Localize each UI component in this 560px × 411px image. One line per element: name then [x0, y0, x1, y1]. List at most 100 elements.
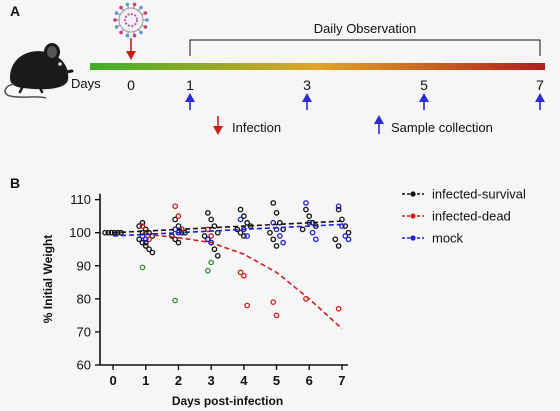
x-tick-label: 5	[273, 373, 280, 388]
data-point-infected-survival	[240, 233, 247, 239]
data-point-infected-survival	[136, 236, 143, 243]
data-point-infected-survival	[149, 249, 156, 256]
x-ticks: 0 1 2 3 4 5 6 7	[109, 365, 346, 388]
sample-arrow-icon	[185, 93, 195, 110]
x-tick-label: 3	[208, 373, 215, 388]
trend-line-infected-survival	[113, 220, 342, 234]
data-point-mock	[276, 233, 283, 239]
data-point-infected-survival	[237, 229, 244, 236]
y-tick-label: 70	[77, 324, 91, 339]
data-point-mock	[312, 236, 319, 243]
timeline-day-5: 5	[420, 77, 428, 93]
legend-label: infected-dead	[432, 209, 511, 224]
y-tick-label: 60	[77, 358, 91, 373]
data-point-mock	[345, 236, 352, 243]
x-tick-label: 4	[240, 373, 248, 388]
data-point-infected-dead	[273, 312, 280, 319]
x-tick-label: 1	[142, 373, 149, 388]
data-point-infected-survival	[214, 252, 221, 259]
data-point-mock	[205, 236, 211, 243]
data-point-mock	[139, 233, 146, 239]
data-point-infected-survival	[299, 226, 306, 233]
data-point-infected-survival	[172, 216, 179, 223]
sample-legend-label: Sample collection	[391, 120, 493, 135]
data-point-mock	[244, 233, 250, 239]
data-point-infected-dead	[244, 302, 250, 309]
sample-legend: Sample collection	[374, 115, 493, 135]
x-tick-label: 6	[306, 373, 313, 388]
data-point-infected-survival	[208, 216, 215, 223]
data-point-infected-survival	[136, 223, 143, 229]
data-point-infected-survival	[139, 219, 146, 226]
data-point	[139, 264, 146, 271]
data-point-infected-survival	[102, 229, 108, 236]
data-point-infected-survival	[139, 229, 146, 236]
data-point-infected-survival	[142, 239, 149, 246]
sample-arrows	[185, 93, 545, 110]
timeline-day-1: 1	[186, 77, 194, 93]
x-axis-label: Days post-infection	[172, 394, 283, 408]
y-tick-label: 80	[77, 291, 91, 306]
data-point-infected-dead	[208, 233, 215, 239]
panel-b: B 60 70 80 90 100 110 0 1 2 3 4 5 6 7 % Initial Weig…	[10, 175, 526, 408]
data-point-infected-survival	[335, 243, 342, 249]
data-point-infected-dead	[172, 203, 179, 210]
mouse-icon	[4, 43, 74, 99]
data-point-infected-dead	[139, 223, 146, 229]
observation-bracket	[189, 39, 541, 56]
data-point-infected-dead	[175, 213, 182, 220]
y-tick-label: 110	[70, 192, 91, 207]
panel-a: A Daily Observation Days	[4, 2, 545, 135]
observation-label: Daily Observation	[314, 21, 417, 36]
trend-line-infected-dead	[145, 233, 343, 330]
data-point-infected-survival	[175, 239, 182, 246]
data-points	[102, 200, 352, 319]
data-point	[208, 259, 215, 266]
data-point-infected-survival	[201, 233, 208, 239]
legend-label: mock	[432, 231, 464, 246]
data-point-infected-survival	[306, 213, 313, 220]
data-point-infected-survival	[237, 206, 244, 213]
data-point-infected-dead	[237, 269, 244, 276]
data-point-mock	[280, 239, 286, 246]
data-point-infected-survival	[273, 209, 280, 216]
legend-item-infected-survival: infected-survival	[402, 187, 526, 202]
trend-line-mock	[113, 223, 342, 237]
data-point-infected-survival	[270, 236, 277, 243]
y-axis-label: % Initial Weight	[41, 235, 55, 323]
y-tick-label: 90	[77, 258, 91, 273]
timeline-day-0: 0	[127, 77, 135, 93]
data-point-infected-survival	[267, 229, 273, 236]
data-point-infected-survival	[205, 209, 211, 216]
data-point-infected-survival	[342, 223, 349, 229]
timeline-day-3: 3	[303, 77, 311, 93]
legend-item-mock: mock	[402, 231, 464, 246]
data-point-infected-survival	[303, 206, 309, 213]
data-point-mock	[303, 200, 309, 206]
x-tick-label: 7	[338, 373, 345, 388]
sample-arrow-icon	[535, 93, 545, 110]
data-point	[205, 267, 211, 274]
data-point-infected-survival	[139, 239, 146, 246]
data-point-infected-survival	[211, 246, 218, 253]
data-point-infected-survival	[332, 236, 339, 243]
data-point-infected-survival	[172, 236, 179, 243]
data-point-mock	[339, 223, 345, 229]
data-point	[172, 297, 179, 304]
data-point-mock	[342, 233, 349, 239]
data-point-mock	[309, 229, 316, 236]
panel-a-label: A	[10, 3, 20, 19]
y-tick-label: 100	[69, 225, 91, 240]
data-point-infected-survival	[345, 229, 352, 236]
virus-icon	[113, 2, 149, 38]
x-tick-label: 2	[175, 373, 182, 388]
data-point-infected-dead	[270, 299, 277, 306]
data-point-infected-survival	[175, 223, 182, 229]
data-point-infected-survival	[244, 219, 250, 226]
timeline-days-label: Days	[71, 76, 101, 91]
y-ticks: 60 70 80 90 100 110	[69, 192, 100, 373]
data-point-infected-dead	[240, 272, 247, 279]
data-point-infected-survival	[270, 200, 277, 206]
data-point-mock	[142, 236, 149, 243]
